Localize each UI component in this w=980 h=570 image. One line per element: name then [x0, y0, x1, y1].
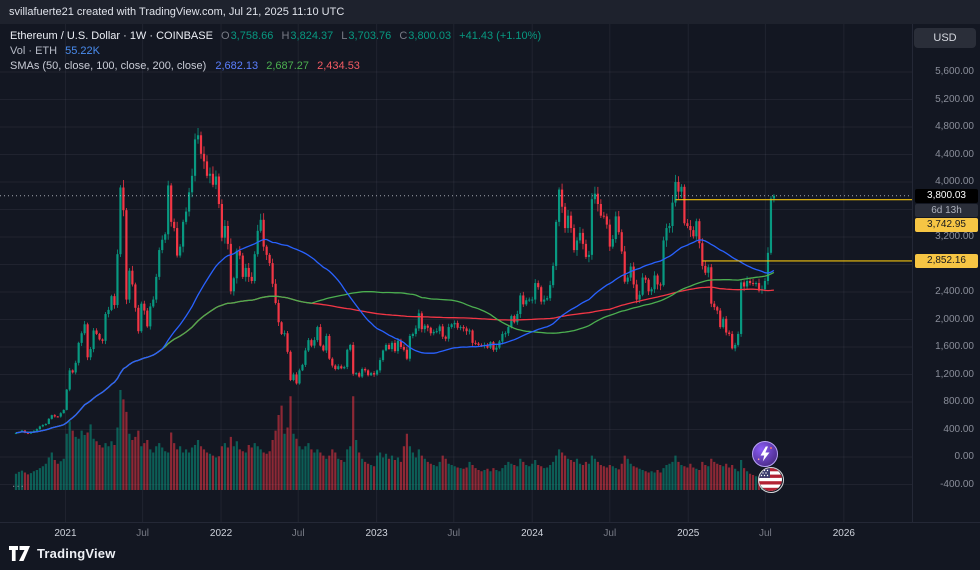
volume-label: Vol · ETH — [10, 45, 58, 57]
time-axis-label: 2026 — [832, 528, 855, 539]
chart-legend: Ethereum / U.S. Dollar · 1W · COINBASE O… — [10, 29, 541, 74]
price-axis-label: 800.00 — [943, 396, 974, 407]
change-value: +41.43 (+1.10%) — [459, 30, 542, 42]
time-axis-label: 2025 — [677, 528, 700, 539]
attribution-bar: svillafuerte21 created with TradingView.… — [0, 0, 980, 24]
time-axis-label: Jul — [136, 528, 149, 539]
lightning-sticker[interactable] — [752, 441, 778, 467]
close-label: C — [399, 30, 408, 42]
price-axis-label: 2,000.00 — [935, 313, 974, 325]
price-axis-label: 4,400.00 — [935, 148, 974, 160]
usa-flag-sticker[interactable] — [758, 467, 784, 493]
bar-countdown-badge: 6d 13h — [915, 203, 978, 217]
close-value: 3,800.03 — [408, 30, 452, 42]
time-axis-label: 2024 — [521, 528, 544, 539]
low-label: L — [341, 30, 348, 42]
price-axis-label: 4,000.00 — [935, 176, 974, 187]
time-axis-label: Jul — [447, 528, 461, 539]
alert-price-badge[interactable]: 2,852.16 — [915, 253, 978, 268]
price-axis-label: 1,200.00 — [935, 368, 974, 380]
last-price-badge: 3,800.03 — [915, 188, 978, 203]
open-value: 3,758.66 — [230, 30, 274, 42]
volume-legend-row[interactable]: Vol · ETH 55.22K — [10, 44, 541, 59]
time-axis-label: 2021 — [54, 528, 77, 539]
time-axis-label: 2023 — [365, 528, 388, 539]
price-axis-label: 4,800.00 — [935, 121, 974, 132]
sma200-value: 2,434.53 — [317, 60, 360, 72]
tradingview-footer-link[interactable]: TradingView — [9, 546, 116, 561]
open-label: O — [221, 30, 230, 42]
price-axis-label: 1,600.00 — [935, 341, 974, 352]
time-axis-label: Jul — [759, 528, 772, 539]
low-value: 3,703.76 — [348, 30, 392, 42]
legend-more-button[interactable]: ... — [12, 476, 26, 490]
symbol-title[interactable]: Ethereum / U.S. Dollar · 1W · COINBASE — [10, 30, 213, 42]
attribution-text: svillafuerte21 created with TradingView.… — [9, 6, 345, 18]
currency-toggle-button[interactable]: USD — [914, 28, 976, 48]
high-label: H — [281, 30, 290, 42]
time-axis[interactable]: 2021 Jul 2022 Jul 2023 Jul 2024 Jul 2025 Jul 2026 — [0, 522, 980, 542]
sma-legend-row[interactable]: SMAs (50, close, 100, close, 200, close)… — [10, 59, 541, 74]
lightning-icon — [757, 446, 772, 462]
high-value: 3,824.37 — [290, 30, 334, 42]
brand-text: TradingView — [37, 546, 116, 561]
price-axis-label: 5,200.00 — [935, 93, 974, 105]
sma50-value: 2,682.13 — [215, 60, 259, 72]
sma-label: SMAs (50, close, 100, close, 200, close) — [10, 60, 207, 72]
price-axis-label: 2,400.00 — [935, 286, 974, 297]
symbol-legend-row: Ethereum / U.S. Dollar · 1W · COINBASE O… — [10, 29, 541, 44]
price-axis-label: 0.00 — [954, 451, 974, 462]
price-axis-label: 3,200.00 — [935, 231, 974, 242]
time-axis-label: 2022 — [209, 528, 233, 539]
price-axis-label: 5,600.00 — [935, 66, 974, 77]
price-axis-label: 400.00 — [943, 423, 974, 435]
price-axis[interactable]: 5,600.00 5,200.00 4,800.00 4,400.00 4,000.00… — [912, 24, 980, 522]
alert-price-badge[interactable]: 3,742.95 — [915, 217, 978, 232]
time-axis-label: Jul — [603, 528, 617, 539]
tradingview-logo — [9, 546, 30, 561]
usa-flag-icon — [759, 468, 782, 491]
sma100-value: 2,687.27 — [266, 60, 310, 72]
time-axis-label: Jul — [291, 528, 305, 539]
volume-value: 55.22K — [65, 45, 101, 57]
price-axis-label: -400.00 — [940, 478, 974, 490]
